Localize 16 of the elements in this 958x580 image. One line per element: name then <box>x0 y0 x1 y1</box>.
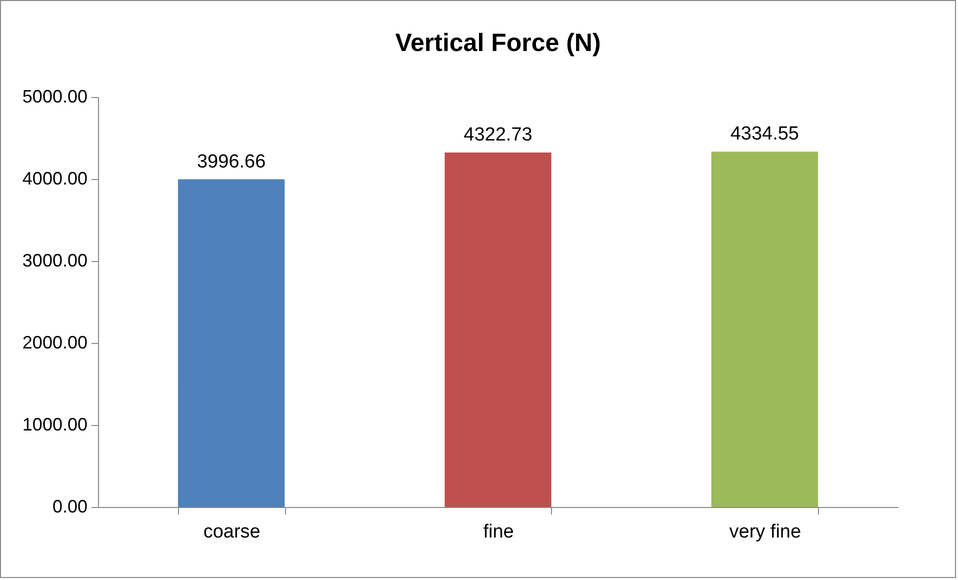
bar <box>444 152 552 507</box>
y-tick-label: 2000.00 <box>22 332 88 352</box>
chart-title: Vertical Force (N) <box>395 29 601 57</box>
y-tick-label: 4000.00 <box>22 168 88 188</box>
y-tick-label: 1000.00 <box>22 414 88 434</box>
data-label: 4334.55 <box>730 124 800 145</box>
bar <box>711 152 818 507</box>
x-tick-label: fine <box>483 522 514 542</box>
data-label: 3996.66 <box>196 151 266 172</box>
data-label: 4322.73 <box>464 124 532 146</box>
x-tick-label: very fine <box>729 522 802 542</box>
x-tick-label: coarse <box>203 522 260 542</box>
bar <box>178 179 285 507</box>
y-tick-label: 5000.00 <box>22 86 88 106</box>
y-tick-label: 3000.00 <box>22 250 88 270</box>
y-tick-label: 0.00 <box>52 496 88 516</box>
